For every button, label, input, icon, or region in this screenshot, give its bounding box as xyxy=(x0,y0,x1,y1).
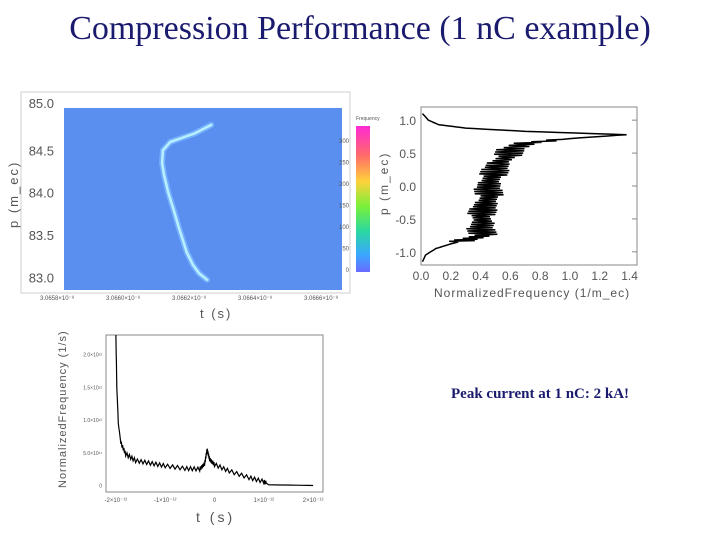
current-series-line xyxy=(115,334,314,487)
profile-x-tick-label: 1.4 xyxy=(621,269,638,283)
heatmap-x-tick-label: 3.0666×10⁻⁸ xyxy=(304,295,339,302)
slide-title: Compression Performance (1 nC example) xyxy=(69,10,651,47)
colorbar-tick-label: 300 xyxy=(339,139,350,145)
heatmap-plot-area xyxy=(64,108,342,290)
colorbar-tick-label: 200 xyxy=(339,182,350,188)
heatmap-x-tick-label: 3.0664×10⁻⁸ xyxy=(238,295,273,302)
heatmap-y-tick-label: 83.0 xyxy=(29,270,54,285)
current-y-tick-label: 1.0×10¹² xyxy=(83,418,102,424)
peak-current-caption: Peak current at 1 nC: 2 kA! xyxy=(451,386,630,402)
profile-x-tick-label: 1.0 xyxy=(562,269,579,283)
heatmap-x-tick-label: 3.0658×10⁻⁸ xyxy=(40,295,75,302)
profile-series-line xyxy=(421,113,627,263)
profile-y-tick-label: 0.5 xyxy=(399,147,416,161)
profile-y-axis-label: p (m_ec) xyxy=(377,152,391,215)
current-x-tick-label: 2×10⁻¹² xyxy=(303,498,324,504)
profile-y-tick-label: 1.0 xyxy=(399,114,416,128)
current-y-tick-label: 1.5×10¹² xyxy=(83,385,102,391)
current-x-tick-label: 1×10⁻¹² xyxy=(253,498,274,504)
current-x-tick-label: -1×10⁻¹² xyxy=(154,498,177,504)
current-y-tick-label: 2.0×10¹² xyxy=(83,353,102,359)
heatmap-x-axis-label: t (s) xyxy=(200,306,232,321)
colorbar xyxy=(356,126,370,272)
heatmap-y-tick-label: 85.0 xyxy=(29,96,54,111)
current-x-tick-label: -2×10⁻¹² xyxy=(105,498,128,504)
colorbar-tick-label: 100 xyxy=(339,225,350,231)
current-y-axis-label: NormalizedFrequency (1/s) xyxy=(57,330,69,488)
current-y-tick-label: 0 xyxy=(99,483,102,489)
beam-trace xyxy=(160,123,213,282)
profile-y-tick-label: -0.5 xyxy=(395,213,416,227)
colorbar-tick-label: 50 xyxy=(342,247,349,253)
current-x-axis-label: t (s) xyxy=(196,509,235,525)
current-x-tick-label: 0 xyxy=(213,498,217,504)
heatmap-y-tick-label: 84.5 xyxy=(29,143,54,158)
heatmap-x-tick-label: 3.0660×10⁻⁸ xyxy=(106,295,141,302)
profile-y-tick-label: 0.0 xyxy=(399,180,416,194)
heatmap-y-tick-label: 84.0 xyxy=(29,186,54,201)
heatmap-y-axis-label: p (m_ec) xyxy=(6,161,21,228)
heatmap-x-tick-label: 3.0662×10⁻⁸ xyxy=(172,295,207,302)
profile-x-tick-label: 0.6 xyxy=(502,269,519,283)
colorbar-title: Frequency xyxy=(356,116,380,122)
heatmap-y-tick-label: 83.5 xyxy=(29,228,54,243)
profile-x-tick-label: 0.0 xyxy=(413,269,430,283)
current-plot-area xyxy=(105,334,324,493)
colorbar-tick-label: 250 xyxy=(339,161,350,167)
profile-x-tick-label: 0.8 xyxy=(532,269,549,283)
profile-x-tick-label: 0.2 xyxy=(442,269,459,283)
profile-x-tick-label: 0.4 xyxy=(472,269,489,283)
profile-x-tick-label: 1.2 xyxy=(591,269,608,283)
colorbar-tick-label: 150 xyxy=(339,204,350,210)
profile-y-tick-label: -1.0 xyxy=(395,246,416,260)
profile-x-axis-label: NormalizedFrequency (1/m_ec) xyxy=(434,286,630,300)
current-y-tick-label: 5.0×10¹¹ xyxy=(83,451,102,457)
colorbar-tick-label: 0 xyxy=(346,268,350,274)
